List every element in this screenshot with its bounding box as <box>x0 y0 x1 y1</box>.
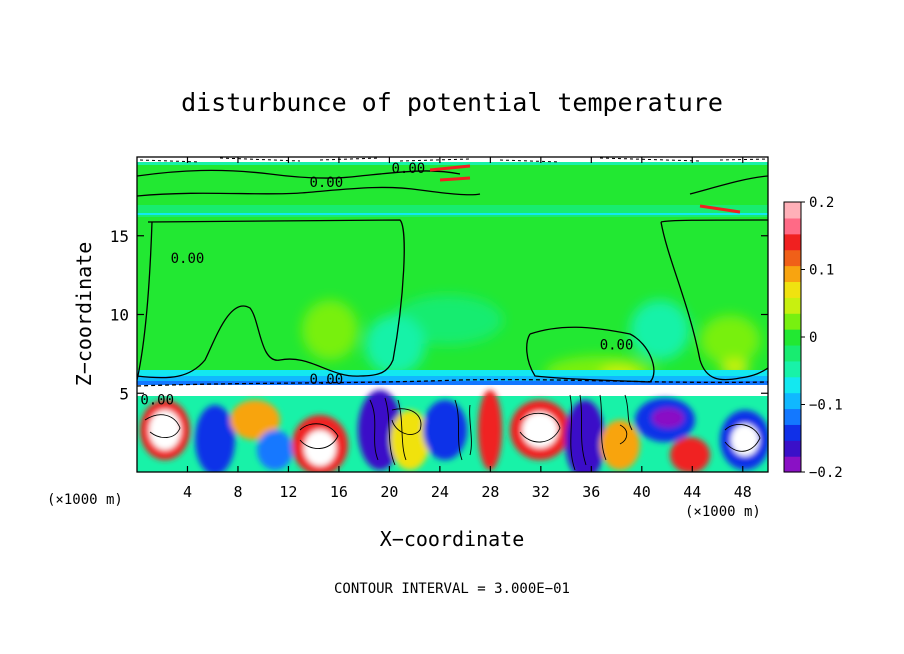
contour-left-column <box>137 219 405 379</box>
x-tick-label: 40 <box>633 483 651 501</box>
contour-label: 0.00 <box>309 175 343 191</box>
contour-right-column <box>660 219 768 381</box>
contour-left-outer <box>137 221 153 381</box>
x-tick-label: 32 <box>532 483 550 501</box>
x-unit-right: (×1000 m) <box>685 504 761 520</box>
y-tick-label: 10 <box>110 306 129 325</box>
x-ticks: 4 8 12 16 20 24 28 32 36 40 44 48 <box>183 157 752 501</box>
colorbar-swatch <box>784 217 801 235</box>
colorbar-swatch <box>784 297 801 314</box>
colorbar-swatch <box>784 456 801 473</box>
colorbar-swatch <box>784 313 801 330</box>
white-band <box>137 385 768 397</box>
colorbar-swatch <box>784 360 801 378</box>
y-axis-label: Z−coordinate <box>72 242 96 387</box>
x-axis-label: X−coordinate <box>380 527 525 551</box>
contour-tropopause <box>137 378 768 387</box>
colorbar-swatch <box>784 281 801 298</box>
contour-label: 0.00 <box>140 393 174 409</box>
cyan-band-mid <box>137 205 768 217</box>
colorbar-swatch <box>784 329 801 346</box>
colorbar <box>784 202 801 473</box>
colorbar-tick-label: −0.2 <box>809 465 843 481</box>
cyan-thin-line <box>137 213 768 215</box>
x-tick-label: 20 <box>380 483 398 501</box>
contour-interval: CONTOUR INTERVAL = 3.000E−01 <box>334 581 570 597</box>
y-tick-label: 5 <box>119 384 129 403</box>
x-tick-label: 8 <box>233 483 242 501</box>
contour-label: 0.00 <box>600 337 634 353</box>
contour-labels: 0.00 0.00 0.00 0.00 0.00 0.00 <box>140 161 634 409</box>
contour-upper <box>137 169 768 197</box>
y-tick-label: 15 <box>110 227 129 246</box>
colorbar-tick-label: 0.2 <box>809 195 834 211</box>
colorbar-swatch <box>784 344 801 362</box>
chart-title: disturbunce of potential temperature <box>181 88 723 117</box>
colorbar-tick-label: −0.1 <box>809 398 843 414</box>
contour-label: 0.00 <box>309 372 343 388</box>
top-spots <box>429 164 741 214</box>
white-top-strip <box>137 157 768 162</box>
lower-blobs <box>140 390 768 472</box>
x-tick-label: 24 <box>431 483 449 501</box>
contour-lower-noise <box>144 394 761 471</box>
x-tick-label: 28 <box>481 483 499 501</box>
colorbar-swatch <box>784 408 801 425</box>
contour-lines <box>137 169 768 387</box>
colorbar-tick-label: 0.1 <box>809 263 834 279</box>
colorbar-swatch <box>784 265 801 283</box>
x-tick-label: 44 <box>683 483 701 501</box>
colorbar-swatch <box>784 392 801 410</box>
contour-label: 0.00 <box>391 161 425 177</box>
tropopause-blue <box>137 381 768 386</box>
x-tick-label: 48 <box>734 483 752 501</box>
colorbar-swatch <box>784 376 801 394</box>
x-tick-label: 16 <box>330 483 348 501</box>
x-tick-label: 12 <box>279 483 297 501</box>
colorbar-ticks: 0.2 0.1 0 −0.1 −0.2 <box>801 195 843 481</box>
x-tick-label: 4 <box>183 483 192 501</box>
colorbar-swatch <box>784 440 801 457</box>
top-noise <box>139 157 768 163</box>
colorbar-tick-label: 0 <box>809 330 817 346</box>
cyan-band-top <box>137 160 768 165</box>
contour-label: 0.00 <box>171 251 205 267</box>
colorbar-swatch <box>784 249 801 267</box>
plot-area: 0.00 0.00 0.00 0.00 0.00 0.00 <box>137 157 768 472</box>
colorbar-swatch <box>784 424 801 441</box>
x-unit-left: (×1000 m) <box>47 492 123 508</box>
x-tick-label: 36 <box>582 483 600 501</box>
colorbar-swatch <box>784 202 801 219</box>
y-ticks: 5 10 15 <box>110 227 768 403</box>
tropopause-cyan <box>137 370 768 378</box>
tropopause-lightblue <box>137 376 768 382</box>
colorbar-swatch <box>784 233 801 251</box>
